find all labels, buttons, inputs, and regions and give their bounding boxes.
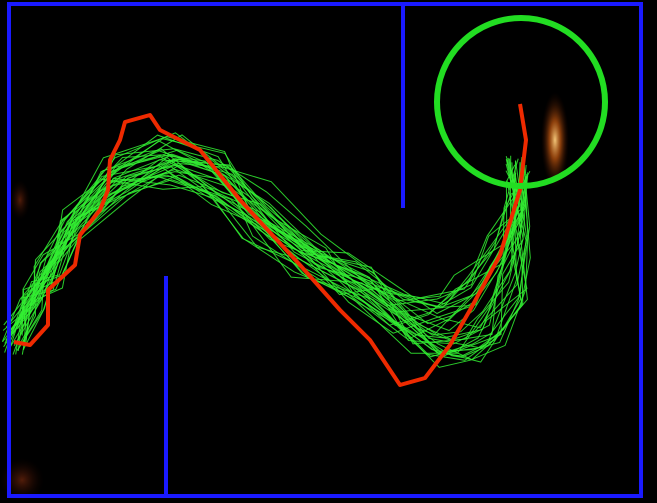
maze-scene bbox=[0, 0, 657, 503]
heat-glow bbox=[10, 180, 30, 220]
